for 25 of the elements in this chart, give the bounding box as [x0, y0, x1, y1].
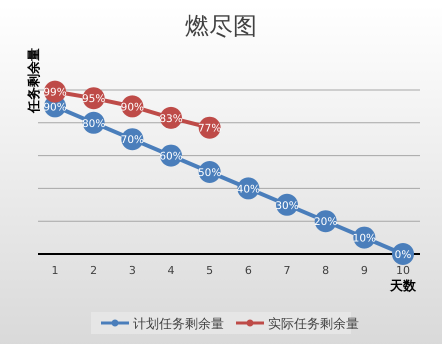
data-label: 0%	[394, 249, 412, 261]
x-tick-label: 1	[52, 264, 58, 277]
x-tick-label: 4	[168, 264, 174, 277]
x-tick-label: 7	[284, 264, 290, 277]
data-label: 99%	[43, 86, 67, 99]
x-tick-label: 5	[206, 264, 214, 277]
x-tick-label: 9	[360, 264, 368, 277]
data-label: 10%	[352, 232, 376, 245]
data-label: 83%	[159, 112, 183, 125]
data-label: 20%	[314, 216, 338, 228]
legend-label: 实际任务剩余量	[268, 317, 359, 332]
data-label: 90%	[120, 101, 144, 114]
x-tick-label: 8	[322, 264, 330, 277]
data-label: 70%	[120, 134, 144, 146]
data-label: 40%	[236, 183, 260, 196]
chart-title: 燃尽图	[185, 12, 257, 40]
x-tick-label: 6	[244, 264, 252, 277]
legend-label: 计划任务剩余量	[133, 317, 224, 332]
x-tick-label: 3	[128, 264, 136, 277]
y-axis-title: 任务剩余量	[27, 48, 42, 114]
data-label: 95%	[82, 93, 106, 106]
x-axis-title: 天数	[389, 279, 417, 294]
data-label: 80%	[82, 118, 106, 130]
x-tick-label: 2	[90, 264, 98, 277]
x-tick-label: 10	[396, 264, 410, 277]
